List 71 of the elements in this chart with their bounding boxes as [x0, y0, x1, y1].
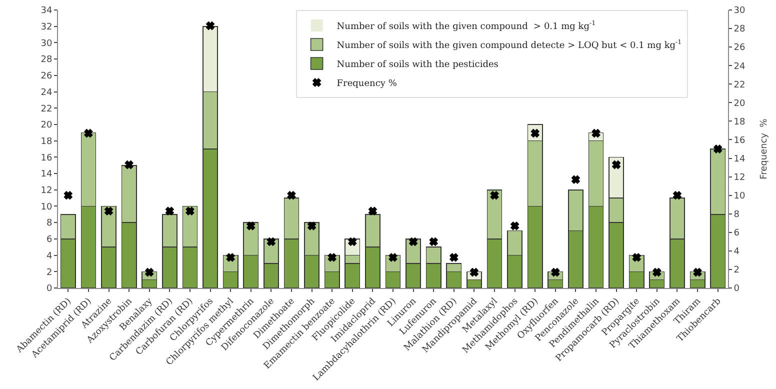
y-tick-label: 18	[40, 136, 52, 147]
point	[714, 144, 722, 154]
legend-label: Frequency %	[336, 79, 398, 90]
y2-tick-label: 14	[734, 154, 746, 164]
y2-tick-label: 26	[734, 43, 746, 54]
point	[84, 129, 93, 138]
point	[632, 253, 641, 262]
point	[166, 206, 174, 216]
y2-tick-label: 20	[734, 98, 746, 109]
point	[388, 253, 398, 262]
y-tick-label: 26	[40, 72, 52, 82]
point	[652, 268, 662, 276]
y2-tick-label: 12	[734, 172, 746, 183]
point	[490, 191, 499, 200]
point	[450, 253, 458, 262]
y-tick-label: 34	[40, 6, 52, 16]
point	[470, 268, 478, 276]
y-tick-label: 4	[46, 251, 52, 262]
point	[328, 253, 336, 262]
point	[186, 206, 194, 216]
y2-tick-label: 8	[734, 210, 740, 220]
y-tick-label: 22	[40, 104, 52, 114]
point	[368, 206, 377, 216]
point	[348, 238, 357, 246]
y2-tick-label: 0	[734, 284, 740, 294]
point	[673, 191, 682, 200]
y-tick-label: 32	[40, 22, 52, 32]
y2-tick-label: 18	[734, 117, 746, 128]
y-tick-label: 16	[40, 153, 52, 164]
point	[308, 222, 316, 230]
y2-tick-label: 2	[734, 266, 740, 276]
y-tick-label: 30	[40, 38, 52, 49]
y-tick-label: 12	[40, 186, 52, 196]
point	[64, 191, 72, 200]
y-tick-label: 0	[46, 284, 52, 294]
legend-label: Number of soils with the given compound > 0.1 mg kg$^{-1}$	[336, 20, 596, 32]
y-tick-label: 6	[46, 235, 52, 246]
y2-tick-label: 22	[734, 80, 746, 90]
y-tick-label: 20	[40, 120, 52, 131]
legend-label: Number of soils with the given compound detecte > LOQ but < 0.1 mg kg$^{-1}$	[336, 39, 682, 52]
point	[124, 160, 134, 169]
y2-tick-label: 28	[734, 24, 746, 35]
legend-label: Number of soils with the pesticides	[336, 60, 499, 70]
y-tick-label: 24	[40, 88, 52, 98]
point	[612, 160, 620, 169]
y2-tick-label: 30	[734, 6, 746, 16]
point	[206, 22, 214, 30]
point	[551, 268, 560, 276]
point	[287, 191, 296, 200]
y-tick-label: 2	[46, 268, 52, 278]
y2-tick-label: 16	[734, 136, 746, 146]
point	[592, 129, 600, 138]
y2-axis-title: Frequency %	[759, 118, 770, 180]
point	[145, 268, 154, 276]
point	[267, 238, 276, 246]
point	[510, 222, 519, 230]
y-tick-label: 28	[40, 55, 52, 66]
point	[572, 175, 580, 184]
y2-tick-label: 10	[734, 191, 746, 202]
point	[226, 253, 235, 262]
y-tick-label: 8	[46, 218, 52, 229]
point	[246, 222, 256, 230]
y-tick-label: 10	[40, 202, 52, 212]
point	[429, 238, 438, 246]
y2-tick-label: 4	[734, 247, 740, 258]
y2-tick-label: 6	[734, 228, 740, 239]
point	[104, 206, 113, 216]
point	[409, 238, 418, 246]
point	[693, 268, 702, 276]
y-tick-label: 14	[40, 170, 52, 180]
y2-tick-label: 24	[734, 62, 746, 72]
